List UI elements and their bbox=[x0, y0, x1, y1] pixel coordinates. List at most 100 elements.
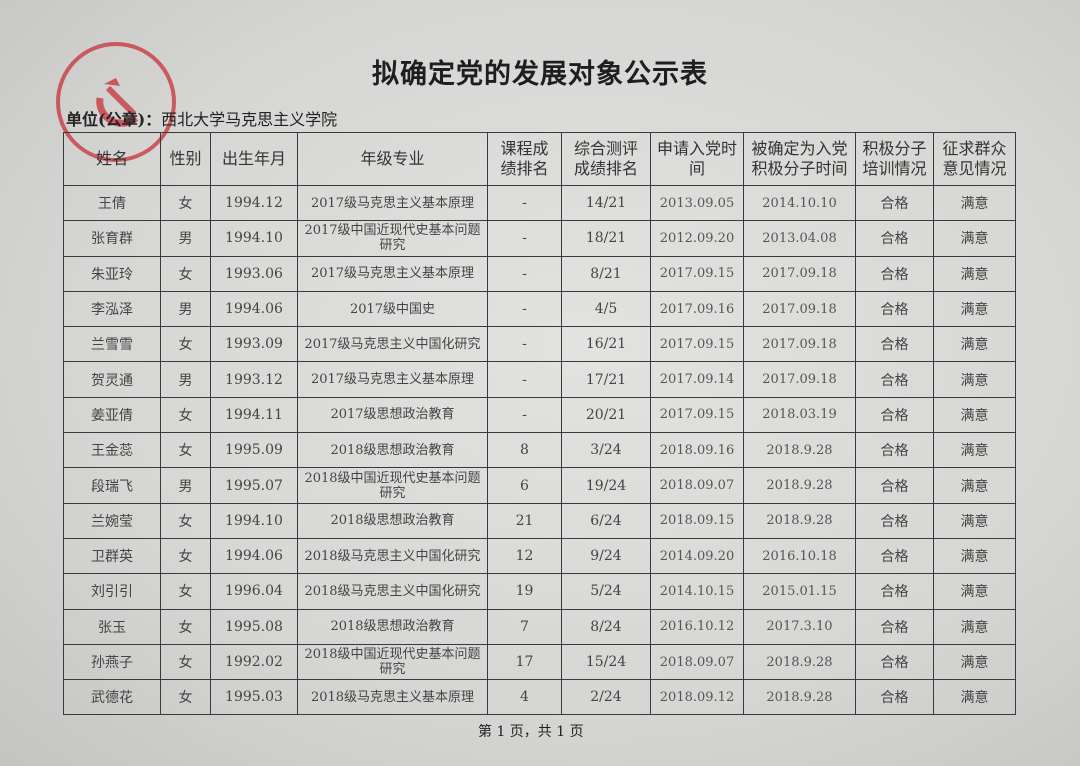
cell-course-rank: 4 bbox=[487, 679, 562, 716]
cell-opinion: 满意 bbox=[933, 220, 1016, 257]
cell-apply-date: 2013.09.05 bbox=[650, 184, 744, 222]
table-row: 王金蕊女 1995.09 2018级思想政治教育 8 3/24 2018.09.16 201… bbox=[63, 432, 1016, 469]
cell-overall-rank: 3/24 bbox=[561, 432, 651, 469]
cell-opinion: 满意 bbox=[933, 396, 1016, 434]
cell-opinion: 满意 bbox=[933, 467, 1016, 504]
cell-activist-date: 2014.10.10 bbox=[743, 184, 856, 222]
cell-training: 合格 bbox=[855, 537, 934, 575]
cell-gender: 女 bbox=[160, 643, 211, 681]
cell-activist-date: 2018.9.28 bbox=[743, 643, 856, 681]
table-row: 兰雪雪女 1993.09 2017级马克思主义中国化研究 -16/21 2017.09.… bbox=[63, 326, 1016, 363]
cell-birth: 1993.12 bbox=[210, 361, 298, 398]
cell-birth: 1993.06 bbox=[210, 255, 298, 292]
cell-gender: 女 bbox=[160, 396, 211, 434]
cell-overall-rank: 8/21 bbox=[561, 255, 651, 292]
cell-major: 2017级马克思主义基本原理 bbox=[297, 184, 488, 222]
cell-apply-date: 2014.10.15 bbox=[650, 573, 744, 610]
cell-course-rank: 7 bbox=[487, 608, 562, 645]
cell-apply-date: 2016.10.12 bbox=[650, 608, 744, 645]
cell-training: 合格 bbox=[855, 184, 934, 222]
cell-major: 2017级思想政治教育 bbox=[297, 396, 488, 434]
cell-activist-date: 2018.9.28 bbox=[743, 467, 856, 504]
cell-name: 朱亚玲 bbox=[63, 255, 161, 292]
table-row: 朱亚玲女 1993.06 2017级马克思主义基本原理 -8/21 2017.09.15… bbox=[63, 255, 1016, 292]
cell-activist-date: 2016.10.18 bbox=[743, 537, 856, 575]
cell-course-rank: 21 bbox=[487, 502, 562, 539]
cell-name: 刘引引 bbox=[63, 573, 161, 610]
cell-gender: 女 bbox=[160, 502, 211, 539]
cell-apply-date: 2018.09.15 bbox=[650, 502, 744, 539]
cell-birth: 1994.06 bbox=[210, 290, 298, 328]
cell-major: 2018级思想政治教育 bbox=[297, 608, 488, 645]
cell-major: 2018级马克思主义中国化研究 bbox=[297, 537, 488, 575]
cell-course-rank: - bbox=[487, 255, 562, 292]
cell-birth: 1994.12 bbox=[210, 184, 298, 222]
header-gender: 性别 bbox=[160, 132, 211, 186]
cell-name: 武德花 bbox=[63, 679, 161, 716]
cell-opinion: 满意 bbox=[933, 432, 1016, 469]
cell-gender: 女 bbox=[160, 573, 211, 610]
candidate-table: 姓名 性别 出生年月 年级专业 课程成绩排名 综合测评成绩排名 申请入党时间 被确定为入党积极… bbox=[63, 132, 1016, 716]
cell-name: 贺灵通 bbox=[63, 361, 161, 398]
cell-training: 合格 bbox=[855, 608, 934, 645]
cell-name: 兰婉莹 bbox=[63, 502, 161, 539]
cell-training: 合格 bbox=[855, 432, 934, 469]
table-row: 张育群男 1994.10 2017级中国近现代史基本问题研究 -18/21 2012.0… bbox=[63, 220, 1016, 257]
cell-birth: 1995.08 bbox=[210, 608, 298, 645]
header-overall-rank: 综合测评成绩排名 bbox=[561, 132, 651, 186]
cell-name: 段瑞飞 bbox=[63, 467, 161, 504]
cell-training: 合格 bbox=[855, 502, 934, 539]
cell-gender: 男 bbox=[160, 467, 211, 504]
cell-major: 2017级马克思主义基本原理 bbox=[297, 255, 488, 292]
cell-birth: 1994.11 bbox=[210, 396, 298, 434]
cell-course-rank: 8 bbox=[487, 432, 562, 469]
cell-activist-date: 2018.9.28 bbox=[743, 432, 856, 469]
cell-course-rank: - bbox=[487, 326, 562, 363]
cell-opinion: 满意 bbox=[933, 643, 1016, 681]
cell-gender: 男 bbox=[160, 220, 211, 257]
cell-major: 2018级中国近现代史基本问题研究 bbox=[297, 467, 488, 504]
cell-major: 2017级马克思主义中国化研究 bbox=[297, 326, 488, 363]
cell-opinion: 满意 bbox=[933, 679, 1016, 716]
cell-birth: 1994.10 bbox=[210, 502, 298, 539]
cell-name: 王金蕊 bbox=[63, 432, 161, 469]
cell-apply-date: 2017.09.16 bbox=[650, 290, 744, 328]
cell-name: 张育群 bbox=[63, 220, 161, 257]
cell-activist-date: 2013.04.08 bbox=[743, 220, 856, 257]
table-header-row: 姓名 性别 出生年月 年级专业 课程成绩排名 综合测评成绩排名 申请入党时间 被确定为入党积极… bbox=[63, 132, 1016, 186]
cell-overall-rank: 20/21 bbox=[561, 396, 651, 434]
table-row: 李泓泽男 1994.06 2017级中国史 -4/5 2017.09.16 2017.09… bbox=[63, 290, 1016, 328]
table-row: 兰婉莹女 1994.10 2018级思想政治教育 21 6/24 2018.09.15 20… bbox=[63, 502, 1016, 539]
header-major: 年级专业 bbox=[297, 132, 488, 186]
cell-course-rank: - bbox=[487, 396, 562, 434]
cell-opinion: 满意 bbox=[933, 255, 1016, 292]
cell-major: 2018级思想政治教育 bbox=[297, 502, 488, 539]
cell-major: 2017级中国近现代史基本问题研究 bbox=[297, 220, 488, 257]
table-row: 刘引引女 1996.04 2018级马克思主义中国化研究 19 5/24 2014.10.… bbox=[63, 573, 1016, 610]
cell-training: 合格 bbox=[855, 220, 934, 257]
header-activist-date: 被确定为入党积极分子时间 bbox=[743, 132, 856, 186]
cell-birth: 1994.06 bbox=[210, 537, 298, 575]
cell-overall-rank: 4/5 bbox=[561, 290, 651, 328]
cell-training: 合格 bbox=[855, 361, 934, 398]
cell-major: 2018级马克思主义基本原理 bbox=[297, 679, 488, 716]
cell-training: 合格 bbox=[855, 396, 934, 434]
cell-overall-rank: 2/24 bbox=[561, 679, 651, 716]
cell-birth: 1995.09 bbox=[210, 432, 298, 469]
unit-label: 单位(公章)： bbox=[66, 110, 162, 129]
cell-apply-date: 2017.09.15 bbox=[650, 326, 744, 363]
cell-birth: 1995.07 bbox=[210, 467, 298, 504]
cell-course-rank: 19 bbox=[487, 573, 562, 610]
unit-line: 单位(公章)：西北大学马克思主义学院 bbox=[66, 106, 337, 130]
cell-overall-rank: 16/21 bbox=[561, 326, 651, 363]
table-row: 姜亚倩女 1994.11 2017级思想政治教育 -20/21 2017.09.15 20… bbox=[63, 396, 1016, 434]
cell-training: 合格 bbox=[855, 326, 934, 363]
cell-opinion: 满意 bbox=[933, 537, 1016, 575]
cell-training: 合格 bbox=[855, 573, 934, 610]
cell-activist-date: 2017.09.18 bbox=[743, 326, 856, 363]
cell-course-rank: - bbox=[487, 290, 562, 328]
cell-apply-date: 2012.09.20 bbox=[650, 220, 744, 257]
cell-opinion: 满意 bbox=[933, 502, 1016, 539]
cell-birth: 1994.10 bbox=[210, 220, 298, 257]
cell-apply-date: 2017.09.15 bbox=[650, 255, 744, 292]
